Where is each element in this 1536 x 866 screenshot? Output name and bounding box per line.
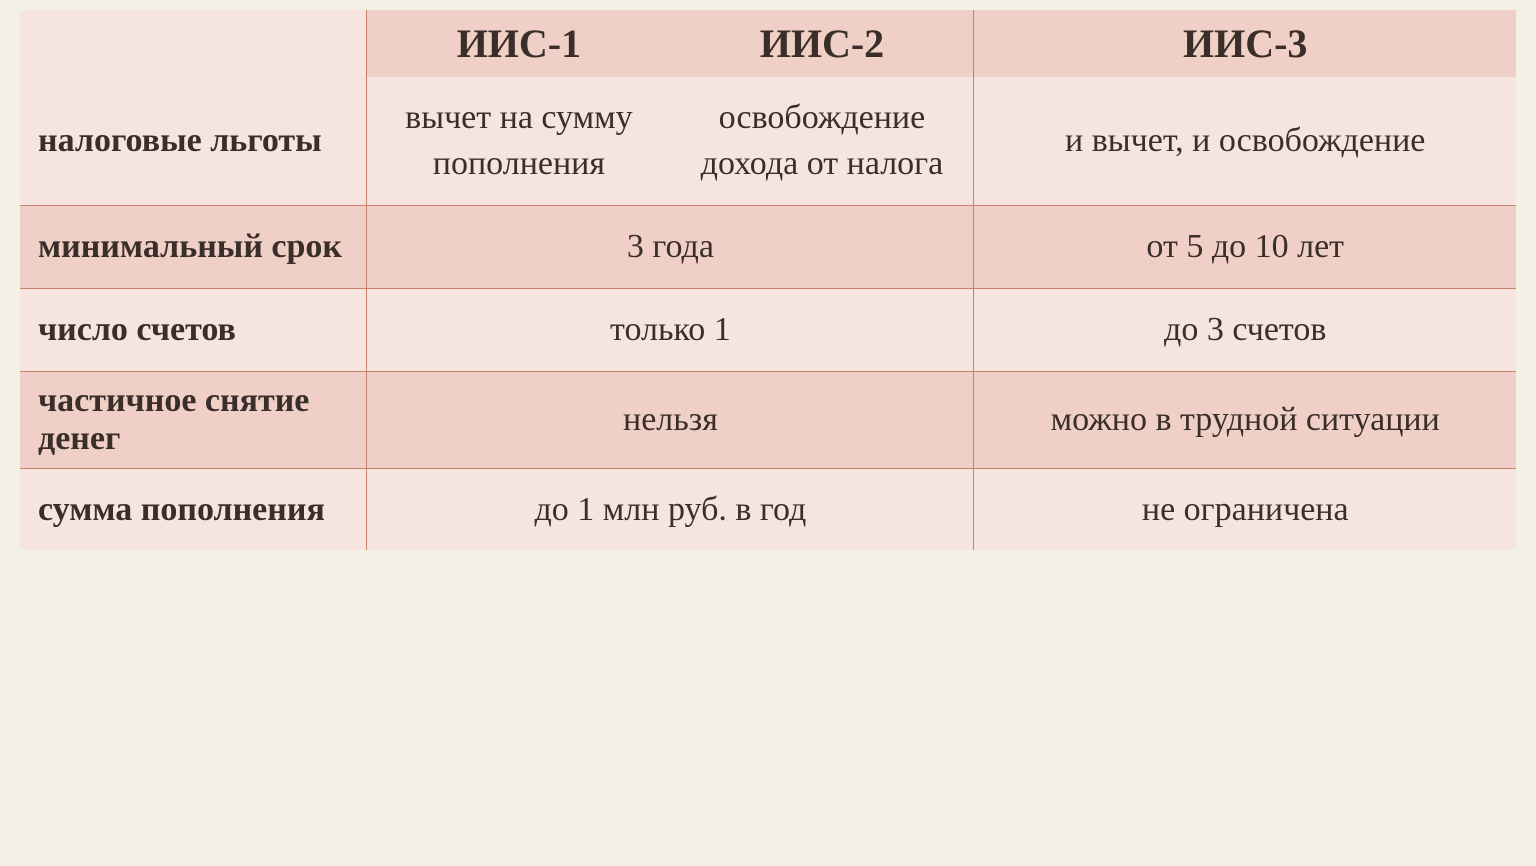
table-row: число счетов только 1 до 3 счетов — [20, 288, 1516, 371]
cell-iis3: от 5 до 10 лет — [974, 205, 1516, 288]
cell-iis3: до 3 счетов — [974, 288, 1516, 371]
cell-iis2: освобождение дохода от налога — [670, 77, 974, 205]
header-iis3: ИИС-3 — [974, 10, 1516, 77]
table-row: налоговые льготы вычет на сумму пополнен… — [20, 77, 1516, 205]
cell-iis3: не ограничена — [974, 468, 1516, 550]
cell-iis12: нельзя — [367, 371, 974, 468]
table-header-row: ИИС-1 ИИС-2 ИИС-3 — [20, 10, 1516, 77]
header-iis1: ИИС-1 — [367, 10, 671, 77]
cell-iis12: до 1 млн руб. в год — [367, 468, 974, 550]
table-row: частичное снятие денег нельзя можно в тр… — [20, 371, 1516, 468]
header-iis2: ИИС-2 — [670, 10, 974, 77]
cell-iis3: и вычет, и освобождение — [974, 77, 1516, 205]
comparison-table: ИИС-1 ИИС-2 ИИС-3 налоговые льготы вычет… — [20, 10, 1516, 550]
row-label: число счетов — [20, 288, 367, 371]
row-label: частичное снятие денег — [20, 371, 367, 468]
cell-iis1: вычет на сумму пополнения — [367, 77, 671, 205]
cell-iis12: только 1 — [367, 288, 974, 371]
row-label: налоговые льготы — [20, 77, 367, 205]
row-label: сумма пополнения — [20, 468, 367, 550]
row-label: минимальный срок — [20, 205, 367, 288]
cell-iis12: 3 года — [367, 205, 974, 288]
header-blank — [20, 10, 367, 77]
cell-iis3: можно в трудной ситуации — [974, 371, 1516, 468]
table-row: минимальный срок 3 года от 5 до 10 лет — [20, 205, 1516, 288]
table-row: сумма пополнения до 1 млн руб. в год не … — [20, 468, 1516, 550]
